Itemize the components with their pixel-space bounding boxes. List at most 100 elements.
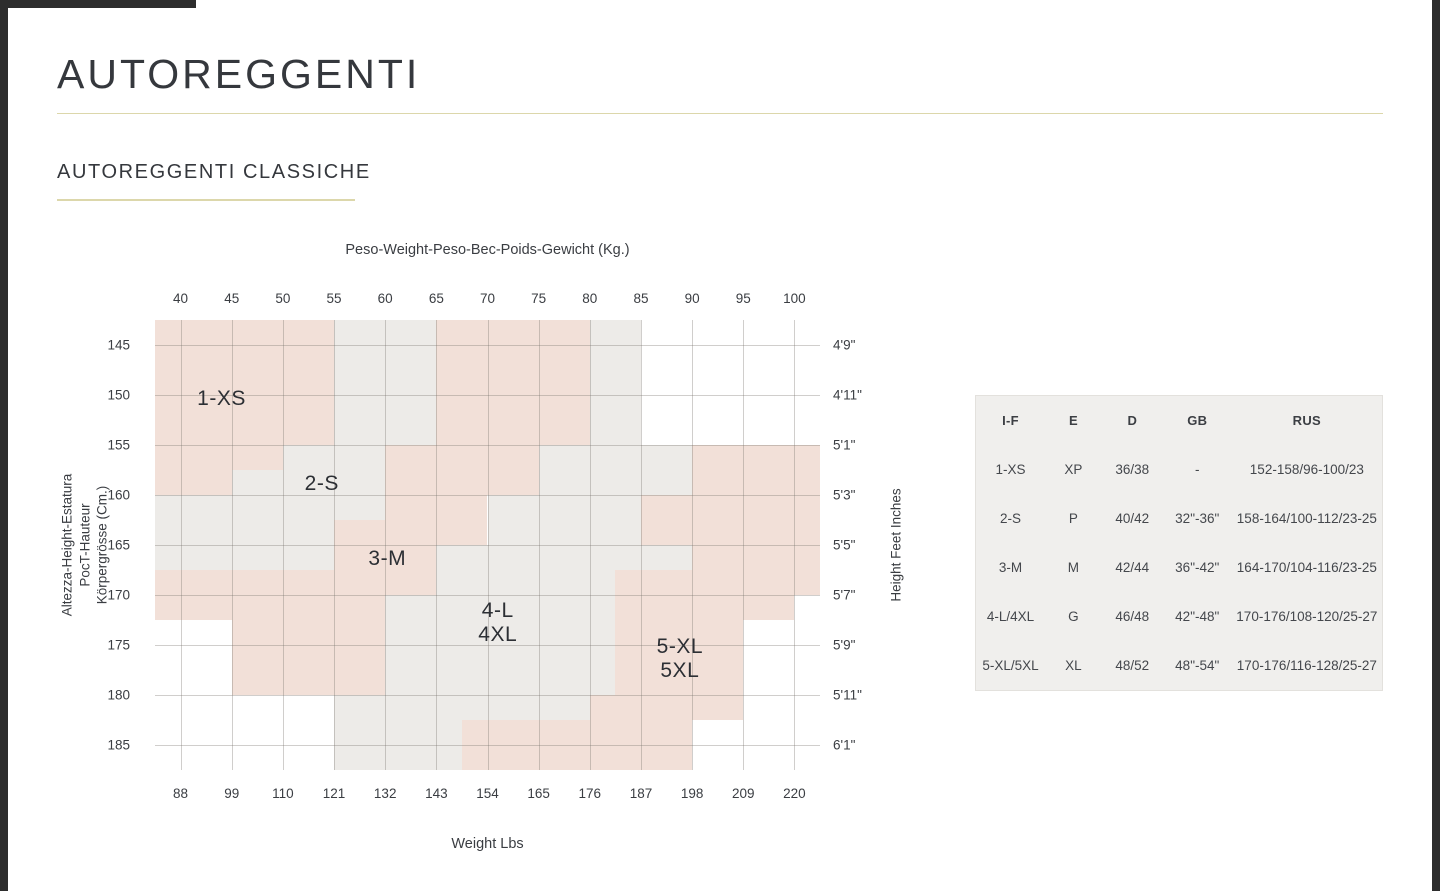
axis-tick-lbs: 198 xyxy=(680,786,704,801)
size-region-label: 1-XS xyxy=(197,387,246,411)
axis-tick-cm: 180 xyxy=(107,687,130,703)
size-region-cell xyxy=(231,619,386,695)
section-title: AUTOREGGENTI CLASSICHE xyxy=(57,161,371,183)
size-region-cell xyxy=(385,445,539,470)
size-region-label-line: 4XL xyxy=(478,623,518,646)
size-region-cell xyxy=(615,619,744,695)
axis-tick-kg: 65 xyxy=(428,291,444,306)
size-region-label-line: 2-S xyxy=(304,471,339,495)
table-cell: 46/48 xyxy=(1115,609,1150,624)
size-region-cell xyxy=(589,320,641,445)
axis-tick-feet: 4'11" xyxy=(833,387,862,403)
size-region-label-line: 1-XS xyxy=(197,386,246,410)
size-region-cell xyxy=(640,520,820,545)
axis-tick-lbs: 88 xyxy=(173,786,189,801)
size-region-cell xyxy=(615,570,820,595)
gridline-vertical xyxy=(794,320,796,770)
axis-tick-cm: 150 xyxy=(107,387,130,403)
axis-tick-lbs: 209 xyxy=(732,786,755,801)
section-divider xyxy=(57,199,355,201)
size-chart-grid: 1-XS 2-S 3-M 4-L 4XL 5-XL 5XL xyxy=(155,320,820,770)
axis-tick-kg: 85 xyxy=(633,291,649,306)
table-cell: 4-L/4XL xyxy=(986,609,1035,624)
title-divider xyxy=(57,113,1383,114)
axis-tick-lbs: 176 xyxy=(578,786,602,801)
axis-tick-lbs: 121 xyxy=(322,786,346,801)
size-region-cell xyxy=(538,445,693,470)
axis-tick-kg: 40 xyxy=(173,291,189,306)
size-region-label-line: 5XL xyxy=(660,659,700,682)
size-region-cell xyxy=(231,469,386,495)
gridline-vertical xyxy=(538,320,540,770)
size-region-cell xyxy=(615,595,795,620)
size-region-cell xyxy=(487,495,641,520)
size-region-cell xyxy=(436,570,616,595)
axis-tick-cm: 185 xyxy=(107,737,130,753)
size-region-label: 2-S xyxy=(305,472,339,496)
axis-tick-kg: 80 xyxy=(582,291,598,306)
size-region-cell xyxy=(155,520,335,545)
gridline-vertical xyxy=(334,320,336,770)
table-cell: 40/42 xyxy=(1115,511,1150,526)
table-cell: 32"-36" xyxy=(1175,511,1220,526)
size-region-label-line: 3-M xyxy=(368,546,407,570)
table-cell: - xyxy=(1194,462,1200,477)
table-cell: 5-XL/5XL xyxy=(982,658,1039,673)
gridline-horizontal xyxy=(155,645,820,646)
gridline-vertical xyxy=(743,320,745,770)
table-cell: 2-S xyxy=(1000,511,1022,526)
size-region-label-line: 4-L xyxy=(481,598,514,622)
table-cell: 1-XS xyxy=(995,462,1026,477)
axis-tick-feet: 5'7" xyxy=(833,587,856,603)
size-region-cell xyxy=(385,595,616,620)
axis-tick-feet: 6'1" xyxy=(833,737,856,753)
axis-tick-kg: 100 xyxy=(783,291,806,306)
weight-lbs-axis-title: Weight Lbs xyxy=(451,836,524,852)
gridline-horizontal xyxy=(155,545,820,546)
size-region-cell xyxy=(155,595,386,620)
gridline-vertical xyxy=(180,320,182,770)
axis-tick-cm: 145 xyxy=(107,337,130,353)
page-title: AUTOREGGENTI xyxy=(57,51,421,97)
height-feet-axis-title: Height Feet Inches xyxy=(888,488,904,602)
window-frame-right xyxy=(1432,0,1440,891)
size-region-cell xyxy=(334,520,488,545)
axis-tick-kg: 60 xyxy=(377,291,393,306)
axis-tick-lbs: 165 xyxy=(527,786,550,801)
table-cell: 3-M xyxy=(998,560,1023,575)
table-header-cell: GB xyxy=(1187,413,1208,428)
table-cell: 152-158/96-100/23 xyxy=(1249,462,1364,477)
table-header-cell: RUS xyxy=(1292,413,1322,428)
size-region-label: 3-M xyxy=(368,547,406,571)
axis-tick-feet: 5'5" xyxy=(833,537,856,553)
table-cell: 48/52 xyxy=(1115,658,1150,673)
size-region-cell xyxy=(155,570,437,595)
size-region-label: 5-XL 5XL xyxy=(657,635,703,683)
table-cell: P xyxy=(1068,511,1078,526)
axis-tick-cm: 155 xyxy=(107,437,130,453)
weight-kg-axis-title: Peso-Weight-Peso-Bec-Poids-Gewicht (Kg.) xyxy=(345,242,630,258)
size-region-cell xyxy=(155,495,386,520)
axis-tick-cm: 175 xyxy=(107,637,130,653)
axis-tick-kg: 45 xyxy=(224,291,240,306)
size-region-cell xyxy=(461,720,693,770)
size-region-label: 4-L 4XL xyxy=(478,599,517,647)
gridline-vertical xyxy=(640,320,642,770)
axis-tick-kg: 50 xyxy=(275,291,291,306)
axis-tick-kg: 55 xyxy=(326,291,342,306)
table-cell: M xyxy=(1067,560,1080,575)
axis-tick-feet: 5'11" xyxy=(833,687,862,703)
gridline-vertical xyxy=(436,320,438,770)
table-cell: 36"-42" xyxy=(1175,560,1220,575)
size-region-cell xyxy=(436,545,693,570)
size-region-cell xyxy=(155,445,283,470)
axis-tick-lbs: 187 xyxy=(629,786,653,801)
gridline-vertical xyxy=(385,320,387,770)
axis-tick-feet: 5'9" xyxy=(833,637,856,653)
axis-tick-feet: 5'3" xyxy=(833,487,856,503)
gridline-vertical xyxy=(231,320,233,770)
axis-tick-lbs: 220 xyxy=(783,786,806,801)
size-region-cell xyxy=(155,545,335,570)
axis-tick-kg: 75 xyxy=(531,291,547,306)
